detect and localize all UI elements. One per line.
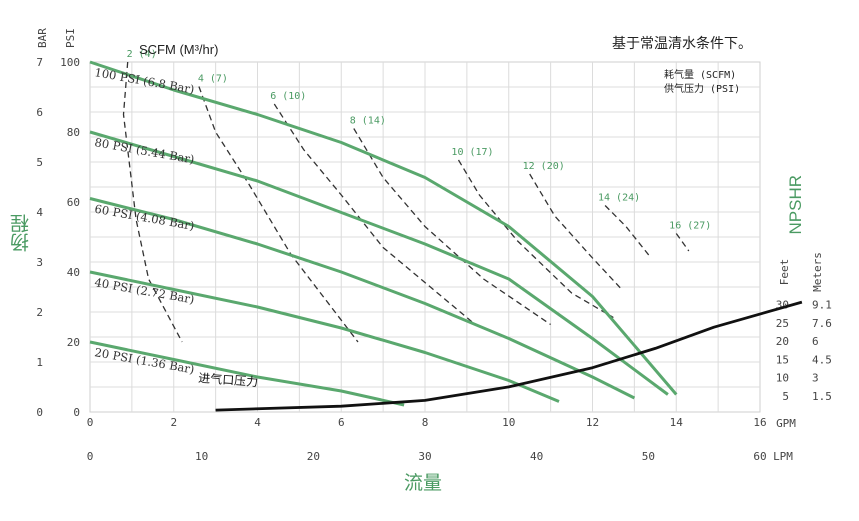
bar-tick-label: 5 bbox=[36, 156, 43, 169]
pressure-curve-label: 40 PSI (2.72 Bar) bbox=[93, 275, 195, 306]
psi-tick-label: 40 bbox=[67, 266, 80, 279]
feet-tick-label: 25 bbox=[776, 317, 789, 330]
feet-axis-label: Feet bbox=[778, 259, 791, 286]
air-consumption-curve bbox=[675, 233, 690, 252]
air-consumption-label: 16 (27) bbox=[669, 221, 711, 232]
lpm-axis-label: LPM bbox=[773, 450, 793, 463]
feet-tick-label: 20 bbox=[776, 335, 789, 348]
gpm-tick-label: 10 bbox=[502, 416, 515, 429]
pressure-curve bbox=[89, 60, 678, 396]
y-axis-title: 扬程 bbox=[10, 214, 32, 252]
meters-tick-label: 3 bbox=[812, 372, 819, 385]
gpm-tick-label: 6 bbox=[338, 416, 345, 429]
bar-tick-label: 3 bbox=[36, 256, 43, 269]
psi-tick-label: 20 bbox=[67, 336, 80, 349]
pressure-curve-label: 100 PSI (6.8 Bar) bbox=[93, 65, 195, 96]
legend-air-consumption: 耗气量 (SCFM) bbox=[664, 70, 737, 81]
chart-curves bbox=[89, 60, 803, 412]
legend-air-pressure: 供气压力 (PSI) bbox=[664, 84, 741, 95]
lpm-tick-label: 30 bbox=[418, 450, 431, 463]
air-consumption-curve bbox=[457, 159, 614, 319]
feet-tick-label: 10 bbox=[776, 372, 789, 385]
pressure-curve-label: 20 PSI (1.36 Bar) bbox=[93, 345, 195, 376]
air-consumption-curve bbox=[198, 86, 359, 343]
chart-grid bbox=[89, 61, 761, 413]
psi-tick-label: 60 bbox=[67, 196, 80, 209]
air-consumption-label: 12 (20) bbox=[523, 161, 565, 172]
gpm-tick-label: 0 bbox=[87, 416, 94, 429]
gpm-tick-label: 16 bbox=[753, 416, 766, 429]
lpm-tick-label: 20 bbox=[307, 450, 320, 463]
chart-title: 基于常温清水条件下。 bbox=[612, 36, 752, 52]
pressure-curve bbox=[89, 340, 405, 407]
gpm-axis-label: GPM bbox=[776, 417, 796, 430]
npshr-curve-label: 进气口压力 bbox=[198, 370, 259, 389]
lpm-tick-label: 0 bbox=[87, 450, 94, 463]
meters-tick-label: 1.5 bbox=[812, 390, 832, 403]
feet-tick-label: 15 bbox=[776, 353, 789, 366]
pressure-curve-label: 60 PSI (4.08 Bar) bbox=[93, 202, 195, 233]
gpm-tick-label: 4 bbox=[254, 416, 261, 429]
air-consumption-label: 14 (24) bbox=[598, 193, 640, 204]
gpm-tick-label: 8 bbox=[422, 416, 429, 429]
air-consumption-curve bbox=[273, 103, 476, 325]
air-consumption-label: 10 (17) bbox=[451, 147, 493, 158]
meters-axis-label: Meters bbox=[811, 252, 824, 292]
npshr-curve bbox=[215, 300, 803, 412]
bar-tick-label: 6 bbox=[36, 106, 43, 119]
air-consumption-label: 6 (10) bbox=[270, 91, 306, 102]
pressure-curve bbox=[89, 130, 669, 396]
bar-tick-label: 1 bbox=[36, 356, 43, 369]
meters-tick-label: 9.1 bbox=[812, 299, 832, 312]
lpm-tick-label: 60 bbox=[753, 450, 766, 463]
gpm-tick-label: 14 bbox=[670, 416, 684, 429]
x-axis-title: 流量 bbox=[404, 472, 443, 494]
lpm-tick-label: 10 bbox=[195, 450, 208, 463]
meters-tick-label: 6 bbox=[812, 335, 819, 348]
bar-tick-label: 7 bbox=[36, 56, 43, 69]
air-consumption-curve bbox=[353, 128, 551, 326]
scfm-title: SCFM (M³/hr) bbox=[139, 42, 219, 57]
psi-tick-label: 0 bbox=[73, 406, 80, 419]
air-consumption-label: 8 (14) bbox=[350, 116, 386, 127]
air-consumption-curve bbox=[122, 61, 183, 343]
lpm-tick-label: 40 bbox=[530, 450, 543, 463]
psi-tick-label: 80 bbox=[67, 126, 80, 139]
npshr-title: NPSHR bbox=[786, 175, 805, 235]
gpm-tick-label: 12 bbox=[586, 416, 599, 429]
air-consumption-curve bbox=[604, 205, 652, 259]
gpm-tick-label: 2 bbox=[170, 416, 177, 429]
bar-axis-label: BAR bbox=[36, 28, 49, 48]
psi-tick-label: 100 bbox=[60, 56, 80, 69]
chart-labels: 2 (4) 4 (7) 6 (10) 8 (14) 10 (17) 12 (20) 14 (… bbox=[93, 49, 711, 389]
air-consumption-curve bbox=[529, 173, 623, 290]
pressure-curve bbox=[89, 270, 560, 403]
psi-axis-label: PSI bbox=[64, 28, 77, 48]
bar-tick-label: 2 bbox=[36, 306, 43, 319]
air-consumption-label: 2 (4) bbox=[127, 49, 157, 60]
bar-tick-label: 4 bbox=[36, 206, 43, 219]
feet-tick-label: 5 bbox=[782, 390, 789, 403]
air-consumption-label: 4 (7) bbox=[198, 74, 228, 85]
lpm-tick-label: 50 bbox=[642, 450, 655, 463]
bar-tick-label: 0 bbox=[36, 406, 43, 419]
meters-tick-label: 7.6 bbox=[812, 317, 832, 330]
meters-tick-label: 4.5 bbox=[812, 353, 832, 366]
